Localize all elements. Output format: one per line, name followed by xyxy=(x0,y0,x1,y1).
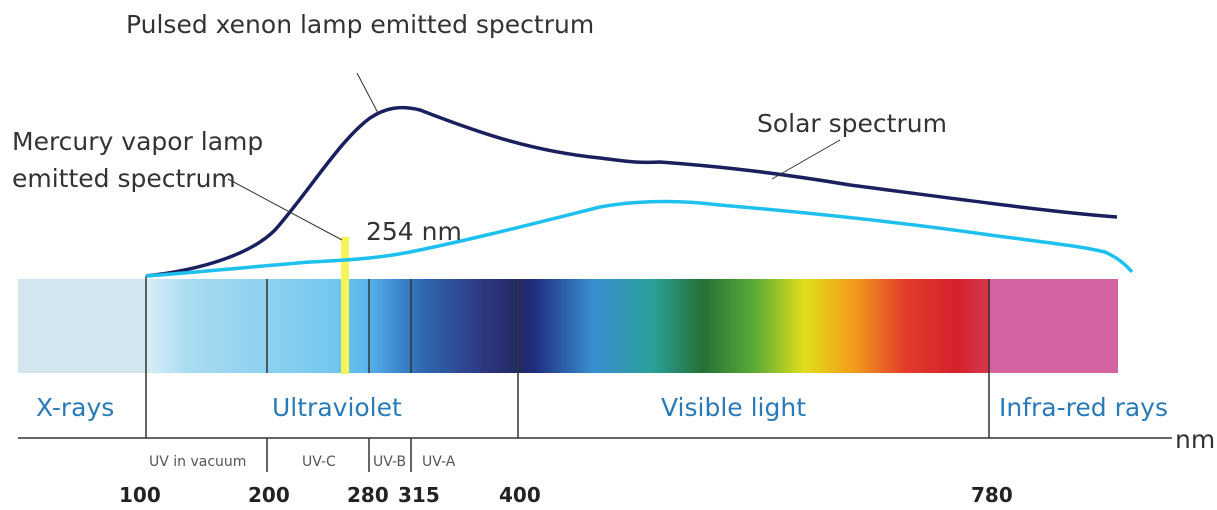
mercury-label-line2: emitted spectrum xyxy=(12,164,236,193)
solar-leader xyxy=(771,139,841,180)
xenon-leader xyxy=(356,72,379,114)
region-xrays: X-rays xyxy=(36,393,114,422)
xenon-spectrum-curve xyxy=(145,105,1118,278)
solar-spectrum-curve xyxy=(145,199,1134,278)
mercury-254nm-bar xyxy=(341,237,349,374)
spectrum-band xyxy=(146,279,990,373)
subregion-uva: UV-A xyxy=(422,454,456,470)
region-dividers xyxy=(145,276,990,472)
solar-label: Solar spectrum xyxy=(757,109,947,138)
region-visible: Visible light xyxy=(661,393,806,422)
tick-100: 100 xyxy=(119,483,161,507)
mercury-label-line1: Mercury vapor lamp xyxy=(12,127,263,156)
subregion-vacuum: UV in vacuum xyxy=(149,454,246,470)
region-infrared: Infra-red rays xyxy=(999,393,1168,422)
tick-280: 280 xyxy=(347,483,389,507)
infrared-band xyxy=(990,279,1118,373)
xray-band xyxy=(18,279,146,373)
peak-254nm-label: 254 nm xyxy=(366,217,462,246)
tick-200: 200 xyxy=(248,483,290,507)
axis-unit-label: nm xyxy=(1175,425,1215,454)
mercury-leader xyxy=(227,178,343,241)
subregion-uvb: UV-B xyxy=(373,454,406,470)
xenon-label: Pulsed xenon lamp emitted spectrum xyxy=(126,10,594,39)
region-ultraviolet: Ultraviolet xyxy=(272,393,402,422)
tick-315: 315 xyxy=(398,483,440,507)
leader-lines xyxy=(227,72,841,241)
subregion-uvc: UV-C xyxy=(302,454,336,470)
tick-400: 400 xyxy=(499,483,541,507)
tick-780: 780 xyxy=(971,483,1013,507)
